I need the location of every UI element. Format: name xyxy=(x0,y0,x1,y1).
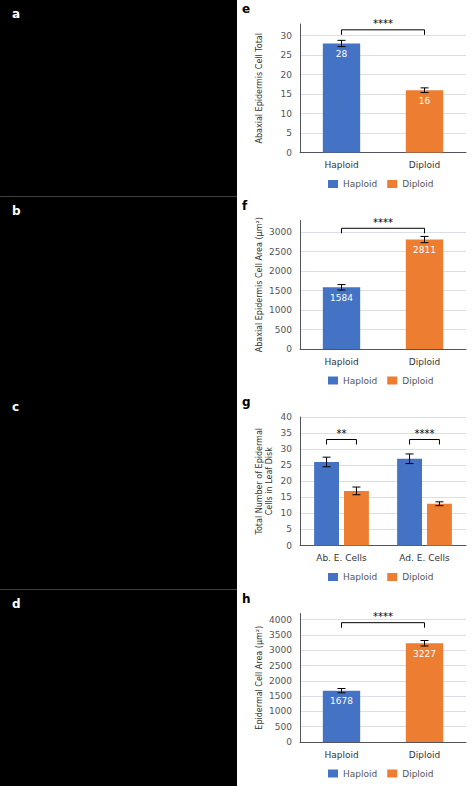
svg-text:h: h xyxy=(242,592,251,606)
svg-text:1000: 1000 xyxy=(269,305,292,315)
svg-text:5: 5 xyxy=(286,524,292,534)
svg-text:a: a xyxy=(12,7,20,21)
svg-text:**: ** xyxy=(337,428,347,439)
svg-text:15: 15 xyxy=(281,89,292,99)
svg-text:d: d xyxy=(12,597,21,611)
svg-text:Diploid: Diploid xyxy=(402,769,433,779)
svg-text:28: 28 xyxy=(336,49,348,59)
svg-text:Haploid: Haploid xyxy=(343,179,377,189)
svg-text:25: 25 xyxy=(281,460,292,470)
svg-text:500: 500 xyxy=(275,722,292,732)
svg-text:3500: 3500 xyxy=(269,630,292,640)
svg-text:2000: 2000 xyxy=(269,266,292,276)
svg-text:3000: 3000 xyxy=(269,227,292,237)
svg-text:1000: 1000 xyxy=(269,706,292,716)
svg-text:2000: 2000 xyxy=(269,676,292,686)
svg-text:****: **** xyxy=(373,217,393,228)
svg-text:30: 30 xyxy=(281,31,293,41)
svg-text:16: 16 xyxy=(419,96,431,106)
svg-text:4000: 4000 xyxy=(269,615,292,625)
svg-text:Haploid: Haploid xyxy=(343,376,377,386)
svg-text:25: 25 xyxy=(281,50,292,60)
svg-text:****: **** xyxy=(373,18,393,29)
svg-text:g: g xyxy=(242,395,251,409)
svg-text:0: 0 xyxy=(286,737,292,747)
svg-text:1584: 1584 xyxy=(330,293,353,303)
svg-text:2500: 2500 xyxy=(269,247,292,257)
svg-text:20: 20 xyxy=(281,70,293,80)
svg-text:Diploid: Diploid xyxy=(402,572,433,582)
svg-text:****: **** xyxy=(373,611,393,622)
svg-text:Diploid: Diploid xyxy=(402,376,433,386)
svg-text:Diploid: Diploid xyxy=(409,357,440,367)
svg-text:3000: 3000 xyxy=(269,645,292,655)
svg-text:5: 5 xyxy=(286,128,292,138)
svg-text:2500: 2500 xyxy=(269,661,292,671)
svg-text:40: 40 xyxy=(281,412,293,422)
svg-text:20: 20 xyxy=(281,476,293,486)
svg-text:2811: 2811 xyxy=(413,245,436,255)
svg-text:Haploid: Haploid xyxy=(324,160,358,170)
svg-text:1678: 1678 xyxy=(330,696,353,706)
svg-text:30: 30 xyxy=(281,444,293,454)
svg-text:0: 0 xyxy=(286,541,292,551)
svg-text:500: 500 xyxy=(275,325,292,335)
svg-text:e: e xyxy=(242,2,250,16)
svg-text:Haploid: Haploid xyxy=(343,769,377,779)
svg-text:Ab. E. Cells: Ab. E. Cells xyxy=(316,553,367,563)
svg-text:Haploid: Haploid xyxy=(343,572,377,582)
svg-text:Ad. E. Cells: Ad. E. Cells xyxy=(399,553,450,563)
svg-text:3227: 3227 xyxy=(413,649,436,659)
svg-text:Abaxial Epidermis Cell Area (μ: Abaxial Epidermis Cell Area (μm²) xyxy=(255,217,264,352)
svg-text:b: b xyxy=(12,204,21,218)
svg-text:1500: 1500 xyxy=(269,691,292,701)
svg-text:Abaxial Epidermis Cell Total: Abaxial Epidermis Cell Total xyxy=(255,33,264,144)
svg-text:15: 15 xyxy=(281,492,292,502)
svg-text:Diploid: Diploid xyxy=(409,160,440,170)
svg-text:Haploid: Haploid xyxy=(324,357,358,367)
svg-text:f: f xyxy=(242,199,248,213)
svg-text:10: 10 xyxy=(281,508,293,518)
svg-text:0: 0 xyxy=(286,148,292,158)
svg-text:Epidermal Cell Area (μm²): Epidermal Cell Area (μm²) xyxy=(255,626,264,730)
svg-text:1500: 1500 xyxy=(269,286,292,296)
svg-text:35: 35 xyxy=(281,428,292,438)
svg-text:Total Number of Epidermal: Total Number of Epidermal xyxy=(255,428,264,536)
svg-text:c: c xyxy=(12,400,19,414)
svg-text:Cells in Leaf Disk: Cells in Leaf Disk xyxy=(265,447,274,516)
svg-text:Haploid: Haploid xyxy=(324,750,358,760)
svg-text:Diploid: Diploid xyxy=(402,179,433,189)
svg-text:****: **** xyxy=(415,428,435,439)
svg-text:0: 0 xyxy=(286,344,292,354)
svg-text:Diploid: Diploid xyxy=(409,750,440,760)
svg-text:10: 10 xyxy=(281,109,293,119)
